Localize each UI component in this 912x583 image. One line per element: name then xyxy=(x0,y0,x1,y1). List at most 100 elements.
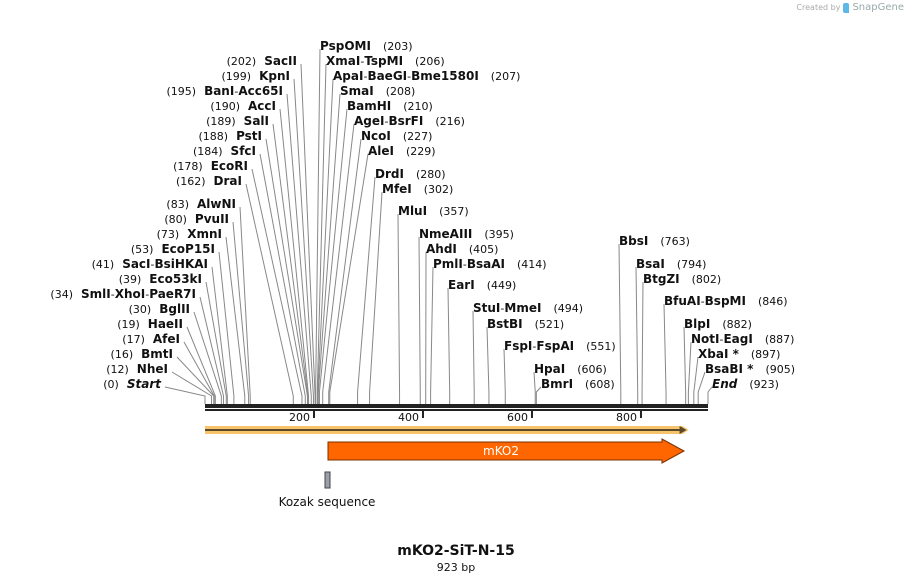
cut-site-saci-bsihkai[interactable]: (41) SacI - BsiHKAI xyxy=(92,257,208,271)
cut-site-ecop15i[interactable]: (53) EcoP15I xyxy=(131,242,215,256)
site-position: (207) xyxy=(491,70,521,83)
leader-line xyxy=(693,356,699,404)
site-position: (19) xyxy=(117,318,140,331)
leader-line xyxy=(318,108,348,404)
cut-site-sali[interactable]: (189) SalI xyxy=(206,114,269,128)
cut-site-xbai-[interactable]: XbaI * (897) xyxy=(698,347,780,361)
leader-line xyxy=(369,191,383,404)
enzyme-name: DraI xyxy=(214,174,242,188)
leader-line xyxy=(472,310,475,404)
cut-site-xmai-tspmi[interactable]: XmaI - TspMI (206) xyxy=(326,54,445,68)
cut-site-ecori[interactable]: (178) EcoRI xyxy=(173,159,248,173)
tick-mark xyxy=(421,411,424,418)
backbone-top-strand xyxy=(205,404,708,408)
site-position: (521) xyxy=(535,318,565,331)
cut-site-kpni[interactable]: (199) KpnI xyxy=(222,69,291,83)
cut-site-smli-xhoi-paer7i[interactable]: (34) SmlI - XhoI - PaeR7I xyxy=(50,287,196,301)
cut-site-blpi[interactable]: BlpI (882) xyxy=(684,317,752,331)
enzyme-name: ApaI xyxy=(333,69,363,83)
cut-site-hpai[interactable]: HpaI (606) xyxy=(534,362,607,376)
enzyme-name: Eco53kI xyxy=(149,272,202,286)
cut-site-sacii[interactable]: (202) SacII xyxy=(227,54,297,68)
enzyme-name: BsrFI xyxy=(388,114,423,128)
site-position: (188) xyxy=(198,130,228,143)
enzyme-name: FspI xyxy=(504,339,532,353)
cut-site-acci[interactable]: (190) AccI xyxy=(210,99,276,113)
leader-line xyxy=(279,108,310,404)
cut-site-mfei[interactable]: MfeI (302) xyxy=(382,182,453,196)
cut-site-agei-bsrfi[interactable]: AgeI - BsrFI (216) xyxy=(354,114,465,128)
cut-site-sfci[interactable]: (184) SfcI xyxy=(193,144,256,158)
cut-site-bamhi[interactable]: BamHI (210) xyxy=(347,99,433,113)
cut-site-start[interactable]: (0) Start xyxy=(103,377,162,391)
cut-site-smai[interactable]: SmaI (208) xyxy=(340,84,415,98)
cut-site-bfuai-bspmi[interactable]: BfuAI - BspMI (846) xyxy=(664,294,788,308)
site-position: (608) xyxy=(585,378,615,391)
cut-site-drdi[interactable]: DrdI (280) xyxy=(375,167,446,181)
cut-site-end[interactable]: End (923) xyxy=(712,377,779,391)
site-position: (280) xyxy=(416,168,446,181)
cut-site-alwni[interactable]: (83) AlwNI xyxy=(166,197,236,211)
leader-line xyxy=(272,123,309,404)
enzyme-name: BsiHKAI xyxy=(155,257,209,271)
enzyme-name: BspMI xyxy=(705,294,746,308)
cut-site-nmeaiii[interactable]: NmeAIII (395) xyxy=(419,227,514,241)
cut-site-ncoi[interactable]: NcoI (227) xyxy=(361,129,432,143)
cut-site-alei[interactable]: AleI (229) xyxy=(368,144,436,158)
cut-site-nhei[interactable]: (12) NheI xyxy=(106,362,168,376)
cut-site-bbsi[interactable]: BbsI (763) xyxy=(619,234,690,248)
cut-site-pspomi[interactable]: PspOMI (203) xyxy=(320,39,413,53)
cut-site-psti[interactable]: (188) PstI xyxy=(198,129,262,143)
site-position: (206) xyxy=(415,55,445,68)
cut-site-eari[interactable]: EarI (449) xyxy=(448,278,516,292)
cut-site-bstbi[interactable]: BstBI (521) xyxy=(487,317,564,331)
cut-site-fspi-fspai[interactable]: FspI - FspAI (551) xyxy=(504,339,616,353)
enzyme-name: BamHI xyxy=(347,99,391,113)
cut-site-noti-eagi[interactable]: NotI - EagI (887) xyxy=(691,332,794,346)
separator: - xyxy=(701,295,705,308)
separator: - xyxy=(463,258,467,271)
enzyme-name: PstI xyxy=(236,129,262,143)
leader-line xyxy=(447,287,451,404)
site-position: (357) xyxy=(439,205,469,218)
cut-site-pmli-bsaai[interactable]: PmlI - BsaAI (414) xyxy=(433,257,547,271)
snapgene-credit: Created by SnapGene xyxy=(796,2,904,13)
cut-site-afei[interactable]: (17) AfeI xyxy=(122,332,180,346)
site-position: (846) xyxy=(758,295,788,308)
feature-kozak[interactable]: Kozak sequence xyxy=(279,471,376,509)
orf-arrow[interactable] xyxy=(205,426,689,434)
cut-site-pvuii[interactable]: (80) PvuII xyxy=(164,212,229,226)
cut-site-bsabi-[interactable]: BsaBI * (905) xyxy=(705,362,795,376)
enzyme-name: BglII xyxy=(159,302,190,316)
cut-site-bmri[interactable]: BmrI (608) xyxy=(541,377,615,391)
leader-line xyxy=(397,213,401,404)
site-position: (882) xyxy=(722,318,752,331)
cut-site-stui-mmei[interactable]: StuI - MmeI (494) xyxy=(473,301,583,315)
cut-site-bani-acc65i[interactable]: (195) BanI - Acc65I xyxy=(166,84,283,98)
cut-site-bsai[interactable]: BsaI (794) xyxy=(636,257,706,271)
leader-line xyxy=(683,326,687,404)
leader-line xyxy=(322,123,355,404)
cut-site-bglii[interactable]: (30) BglII xyxy=(129,302,190,316)
cut-site-btgzi[interactable]: BtgZI (802) xyxy=(643,272,721,286)
cut-site-apai-baegi-bme1580i[interactable]: ApaI - BaeGI - Bme1580I (207) xyxy=(333,69,520,83)
cut-site-haeii[interactable]: (19) HaeII xyxy=(117,317,183,331)
separator: - xyxy=(363,70,367,83)
cut-site-mlui[interactable]: MluI (357) xyxy=(398,204,469,218)
separator: - xyxy=(384,115,388,128)
snapgene-logo-icon xyxy=(843,2,850,13)
cut-site-ahdi[interactable]: AhdI (405) xyxy=(426,242,498,256)
leader-line xyxy=(503,348,506,404)
enzyme-name: PaeR7I xyxy=(149,287,196,301)
cut-site-drai[interactable]: (162) DraI xyxy=(176,174,242,188)
cut-site-xmni[interactable]: (73) XmnI xyxy=(157,227,222,241)
enzyme-name: SalI xyxy=(244,114,269,128)
enzyme-name: SmaI xyxy=(340,84,374,98)
leader-line xyxy=(618,243,622,404)
site-leader-lines xyxy=(164,48,713,404)
feature-mko2[interactable]: mKO2 xyxy=(327,438,686,464)
cut-site-bmti[interactable]: (16) BmtI xyxy=(111,347,173,361)
cut-site-eco53ki[interactable]: (39) Eco53kI xyxy=(119,272,202,286)
enzyme-name: KpnI xyxy=(259,69,290,83)
